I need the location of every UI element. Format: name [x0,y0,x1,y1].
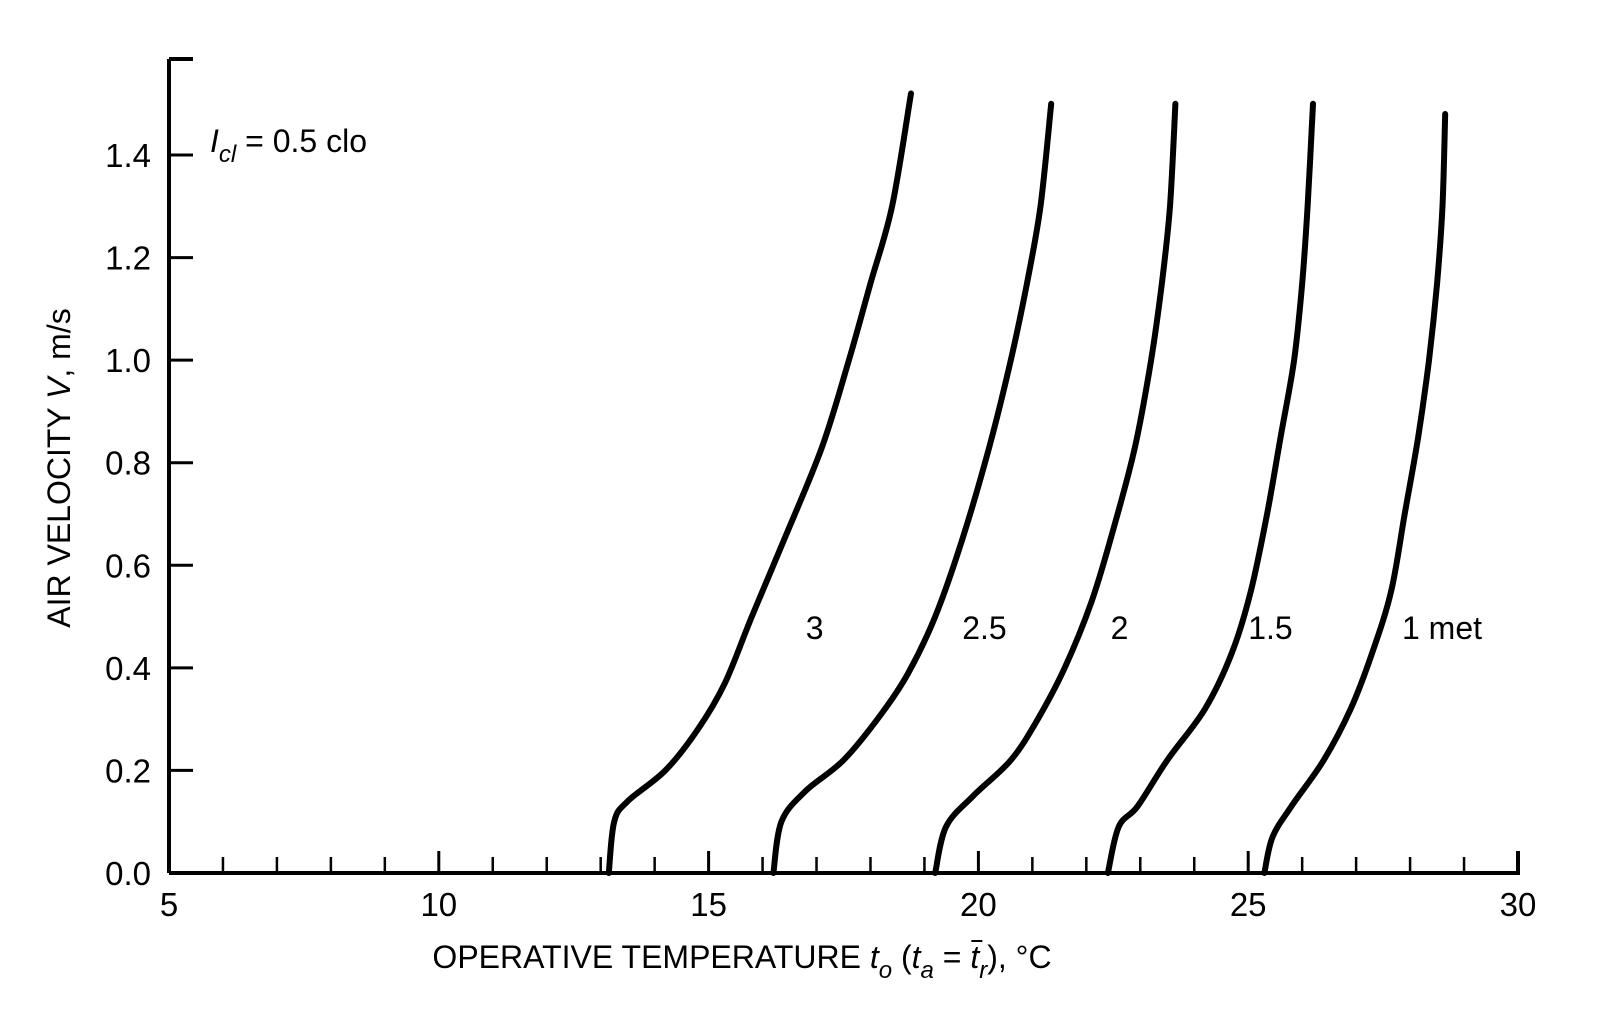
y-tick-label-1.0: 1.0 [105,342,151,379]
curve-2.5 [770,100,1055,876]
x-tick-label-25: 25 [1230,886,1267,923]
curve-label-3: 3 [806,610,824,646]
x-axis-title-symbol: t [870,939,880,975]
y-tick-label-0.0: 0.0 [105,855,151,892]
x-tick-label-30: 30 [1500,886,1537,923]
tick-labels: 5 10 15 20 25 30 0.0 0.2 0.4 0.6 0.8 1.0 1.2 1.4 [105,137,1536,923]
x-axis-title-paren: ( [892,939,912,975]
curve-label-2: 2 [1111,610,1129,646]
curves [605,90,1449,876]
svg-text:Icl = 0.5 clo: Icl = 0.5 clo [210,123,367,168]
curve-2 [932,100,1179,876]
x-axis-title-tr: t [970,939,980,975]
x-tick-label-20: 20 [960,886,997,923]
curve-1.5 [1104,100,1316,876]
y-axis-title-main: AIR VELOCITY [41,399,77,628]
x-tick-label-5: 5 [160,886,178,923]
x-axis-title-symbol-sub: o [879,957,892,984]
curve-labels: 3 2.5 2 1.5 1 met [806,610,1482,646]
curve-label-1.5: 1.5 [1248,610,1292,646]
y-tick-label-0.4: 0.4 [105,650,151,687]
y-tick-label-0.6: 0.6 [105,547,151,584]
x-tick-label-15: 15 [690,886,727,923]
x-axis-title-tr-sub: r [979,957,988,984]
x-axis-title-ta: t [912,939,922,975]
x-axis-title-ta-sub: a [921,957,934,984]
curve-1-met [1261,111,1449,876]
curve-label-1-met: 1 met [1402,610,1482,646]
curve-label-2.5: 2.5 [962,610,1006,646]
y-tick-label-1.4: 1.4 [105,137,151,174]
axes [167,57,1520,875]
annotation-subscript: cl [219,141,237,168]
plot-annotation: Icl = 0.5 clo [210,123,367,168]
curve-3 [605,90,914,876]
y-tick-label-0.2: 0.2 [105,752,151,789]
x-axis-title: OPERATIVE TEMPERATURE to (ta = tr), °C [432,939,1051,984]
annotation-text: = 0.5 clo [236,123,367,159]
x-tick-label-10: 10 [420,886,457,923]
annotation-symbol: I [210,123,219,159]
y-axis-title-suffix: , m/s [41,308,77,377]
x-axis-title-main: OPERATIVE TEMPERATURE [432,939,869,975]
x-axis-title-equals: = [934,939,970,975]
y-tick-label-0.8: 0.8 [105,445,151,482]
y-axis-title-symbol: V [41,375,77,399]
y-tick-label-1.2: 1.2 [105,240,151,277]
x-axis-title-suffix: ), °C [987,939,1051,975]
y-axis-title: AIR VELOCITY V, m/s [41,308,77,627]
